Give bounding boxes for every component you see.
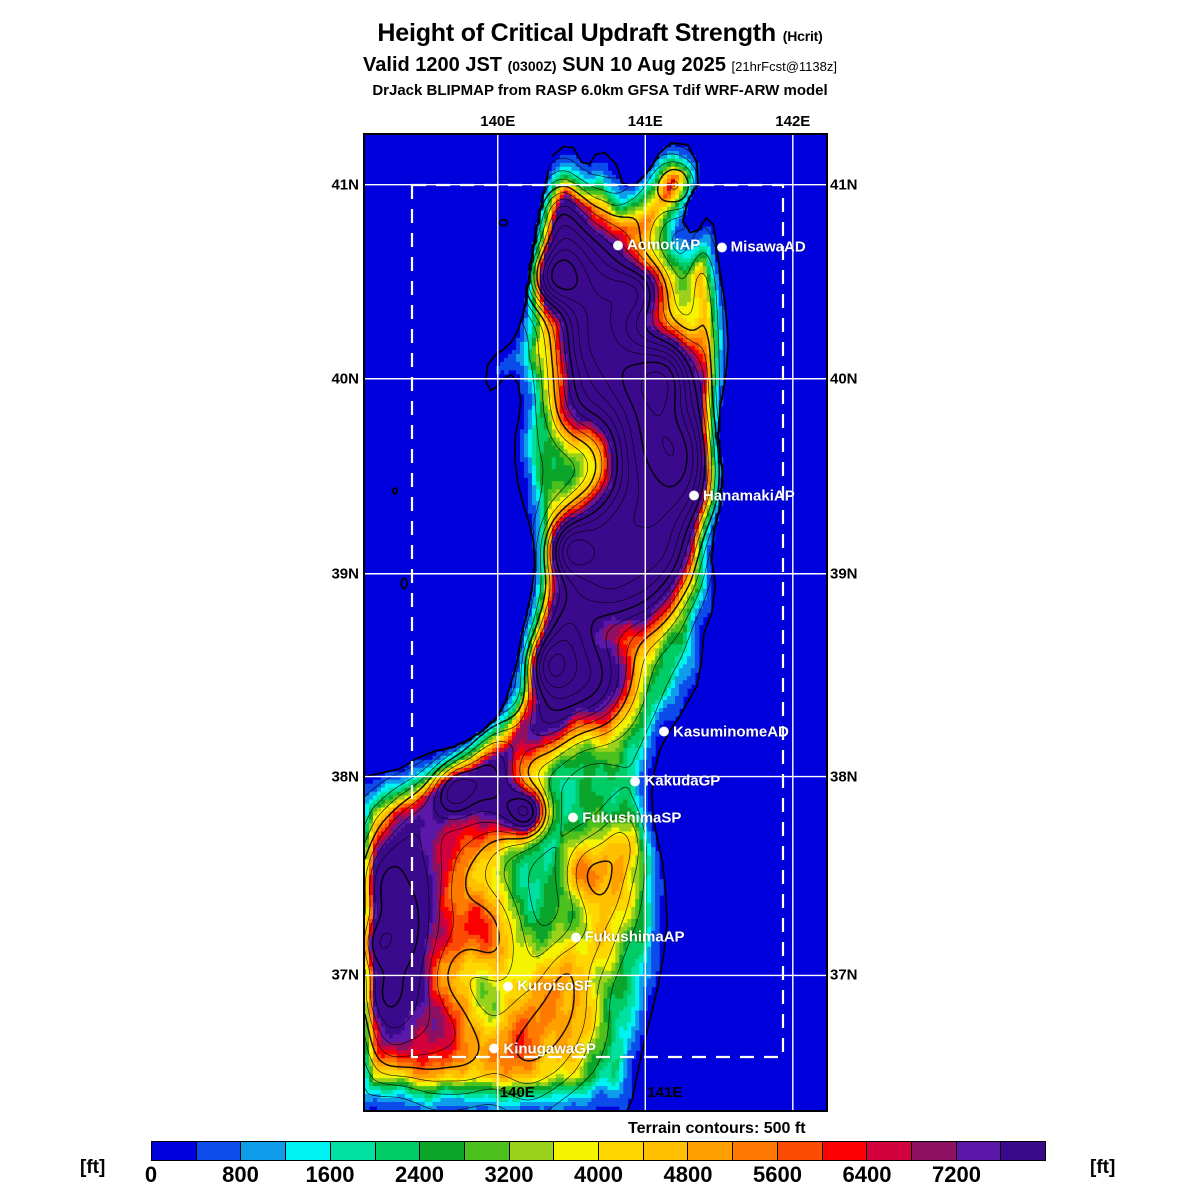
main-title-param: (Hcrit) xyxy=(782,28,823,44)
colorbar-segment xyxy=(956,1142,1002,1160)
island xyxy=(392,487,398,495)
colorbar-segment xyxy=(867,1142,912,1160)
lat-tick-right: 41N xyxy=(830,176,858,194)
lat-tick-left: 38N xyxy=(331,768,359,786)
terrain-contour xyxy=(546,249,694,677)
valid-date: SUN 10 Aug 2025 xyxy=(562,54,726,76)
lat-tick-right: 38N xyxy=(830,768,858,786)
island xyxy=(498,218,509,227)
title-block: Height of Critical Updraft Strength (Hcr… xyxy=(0,18,1200,101)
lat-tick-right: 37N xyxy=(830,966,858,984)
colorbar-unit-right: [ft] xyxy=(1090,1157,1116,1178)
colorbar-segment xyxy=(330,1142,376,1160)
colorbar-tick: 4800 xyxy=(663,1162,713,1187)
colorbar-segment xyxy=(554,1142,600,1160)
lon-tick-top: 142E xyxy=(775,113,811,130)
page-title: Height of Critical Updraft Strength (Hcr… xyxy=(0,18,1200,51)
terrain-contour xyxy=(551,259,688,488)
model-line: DrJack BLIPMAP from RASP 6.0km GFSA Tdif… xyxy=(372,82,828,99)
lon-tick-top: 141E xyxy=(627,113,663,130)
coastline xyxy=(365,141,730,1110)
colorbar-segment xyxy=(1001,1142,1046,1160)
valid-prefix: Valid 1200 JST xyxy=(363,54,503,76)
terrain-contour xyxy=(542,238,698,689)
terrain-contour xyxy=(379,225,702,949)
colorbar-segment xyxy=(375,1142,421,1160)
lon-tick-top: 140E xyxy=(480,113,516,130)
colorbar[interactable] xyxy=(151,1141,1046,1161)
lat-tick-right: 40N xyxy=(830,370,858,388)
colorbar-segment xyxy=(643,1142,689,1160)
colorbar-segment xyxy=(286,1142,331,1160)
colorbar-segment xyxy=(420,1142,465,1160)
lat-tick-left: 39N xyxy=(331,565,359,583)
lat-tick-left: 37N xyxy=(331,966,359,984)
forecast-tag: [21hrFcst@1138z] xyxy=(731,59,837,74)
terrain-contour xyxy=(365,198,712,1046)
lat-tick-left: 41N xyxy=(331,176,359,194)
terrain-contour xyxy=(640,371,674,457)
colorbar-segment xyxy=(152,1142,197,1160)
colorbar-tick: 6400 xyxy=(842,1162,892,1187)
forecast-map[interactable]: AomoriAP MisawaAD HanamakiAP KasuminomeAD Ka… xyxy=(363,133,828,1112)
colorbar-tick-labels: 0 800 1600 2400 3200 4000 4800 5600 6400 7200 xyxy=(145,1162,1046,1192)
colorbar-segment xyxy=(509,1142,555,1160)
colorbar-segment xyxy=(911,1142,957,1160)
valid-time-line: Valid 1200 JST (0300Z) SUN 10 Aug 2025 [… xyxy=(0,52,1200,80)
lat-tick-left: 40N xyxy=(331,370,359,388)
colorbar-segment xyxy=(241,1142,287,1160)
lat-tick-right: 39N xyxy=(830,565,858,583)
colorbar-unit-left: [ft] xyxy=(80,1157,106,1178)
colorbar-segment xyxy=(196,1142,242,1160)
colorbar-segment xyxy=(599,1142,644,1160)
valid-utc: (0300Z) xyxy=(507,58,557,74)
main-title-text: Height of Critical Updraft Strength xyxy=(377,19,776,47)
lon-tick-bottom: 141E xyxy=(647,1084,683,1101)
colorbar-tick: 7200 xyxy=(932,1162,981,1187)
map-canvas xyxy=(365,135,826,1110)
model-domain-box xyxy=(410,183,785,1059)
colorbar-tick: 800 xyxy=(222,1162,259,1187)
colorbar-segment xyxy=(733,1142,778,1160)
colorbar-tick: 1600 xyxy=(305,1162,355,1187)
colorbar-tick: 2400 xyxy=(395,1162,444,1187)
colorbar-tick: 5600 xyxy=(753,1162,802,1187)
terrain-contour-note: Terrain contours: 500 ft xyxy=(628,1120,806,1137)
colorbar-segment xyxy=(777,1142,823,1160)
colorbar-tick: 4000 xyxy=(574,1162,623,1187)
colorbar-segment xyxy=(464,1142,510,1160)
lon-tick-bottom: 140E xyxy=(499,1084,535,1101)
colorbar-segment xyxy=(822,1142,868,1160)
colorbar-segment xyxy=(688,1142,734,1160)
colorbar-tick: 0 xyxy=(144,1162,158,1187)
colorbar-tick: 3200 xyxy=(484,1162,534,1187)
island xyxy=(400,577,409,590)
